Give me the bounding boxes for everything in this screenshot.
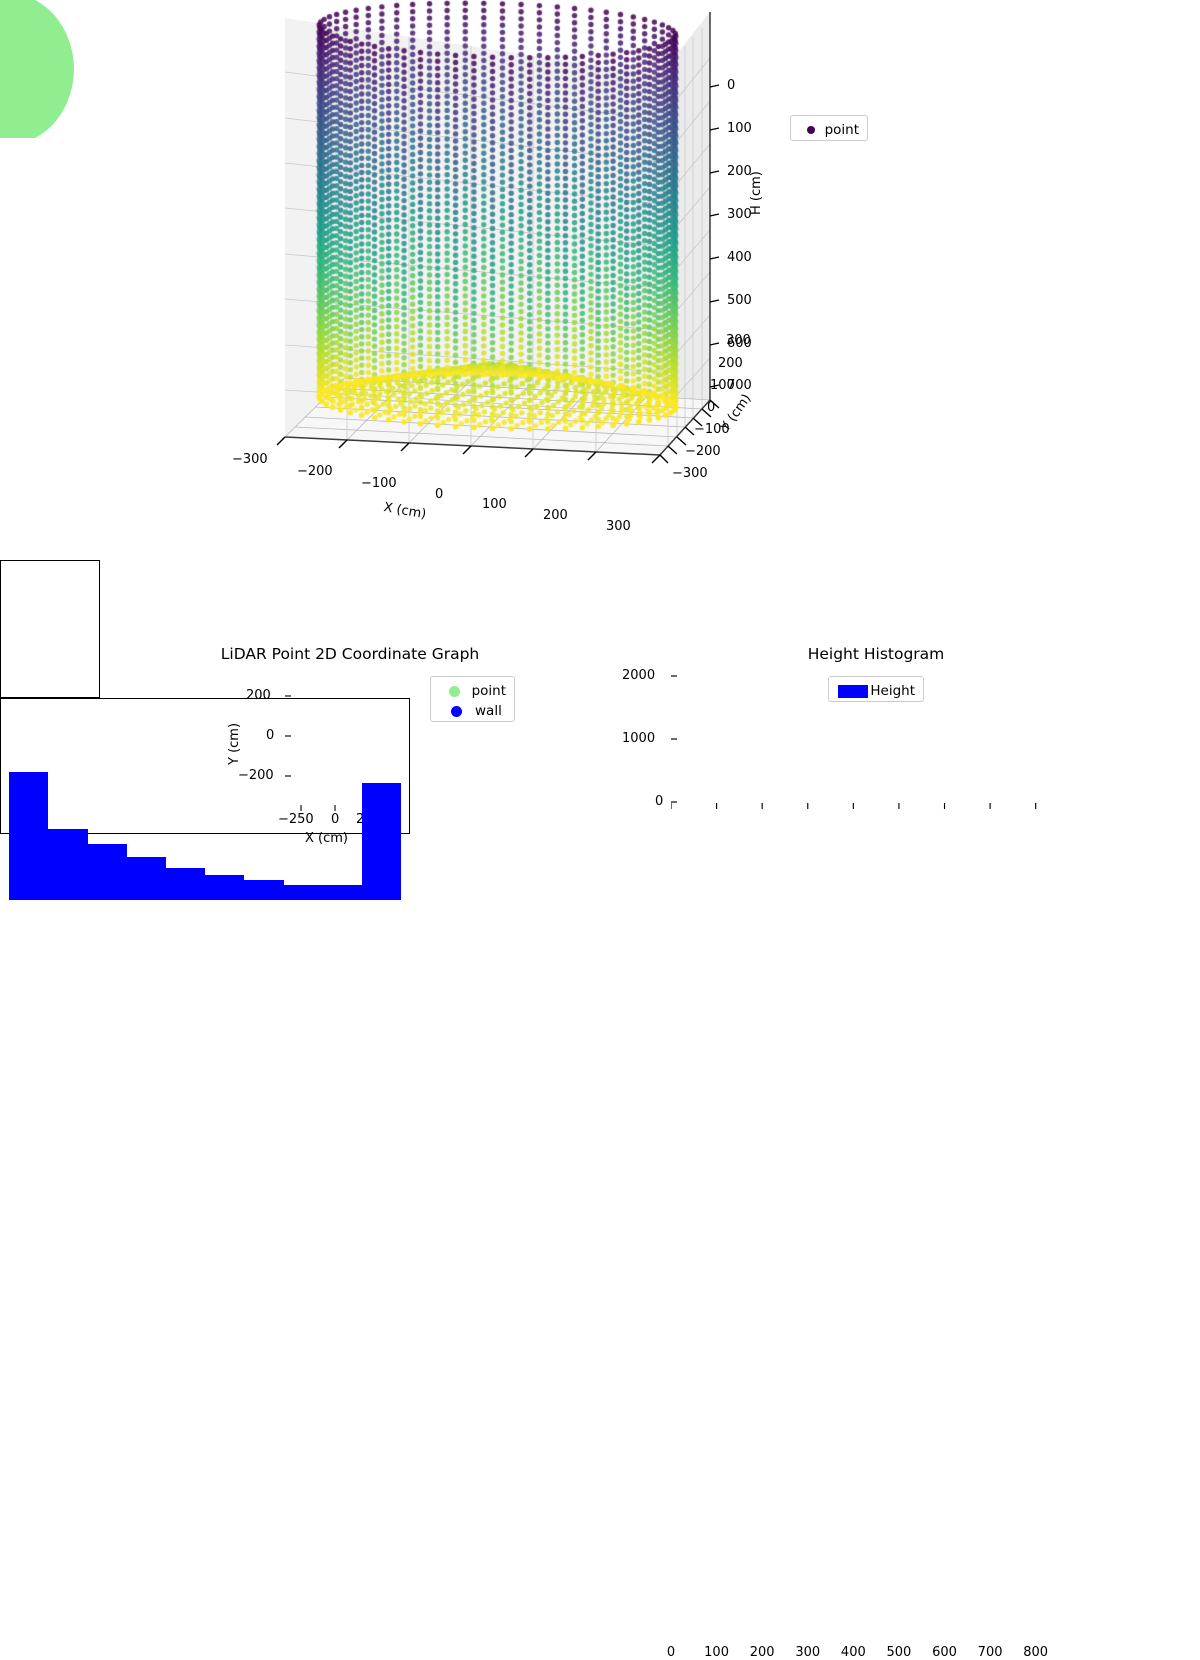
ax3d-ytick-5: 200 [718, 356, 743, 371]
ax3d-ztick-5: 500 [727, 293, 752, 308]
ax3d-ztick-2: 200 [727, 164, 752, 179]
panelhist-title: Height Histogram [807, 645, 945, 663]
lidar-3d-axes[interactable]: 0 100 200 300 400 500 600 700 H (cm) −30… [0, 0, 800, 560]
ax2d-ytick-2: −200 [238, 768, 274, 783]
legend-marker-point [439, 685, 470, 697]
axhist-ytick-marks [671, 675, 677, 803]
axhist-xtick-2: 200 [749, 1645, 775, 1660]
ax3d-xtick-1: −200 [297, 464, 333, 479]
ax2d-ytick-0: 200 [246, 688, 271, 703]
ax3d-ztick-4: 400 [727, 250, 752, 265]
ax3d-xtick-0: −300 [232, 452, 268, 467]
axhist-ytick-0: 0 [655, 794, 664, 809]
legend-row-wall[interactable]: wall [439, 701, 506, 721]
ax2d-ytick-1: 0 [266, 728, 275, 743]
ax3d-ytick-6: 300 [726, 333, 751, 348]
ax3d-xtick-5: 200 [543, 508, 568, 523]
axhist-xtick-7: 700 [977, 1645, 1003, 1660]
point-cloud-3d [0, 0, 800, 560]
ax2d-xtick-1: 0 [331, 812, 340, 827]
histogram-bar [48, 828, 88, 900]
axhist-xtick-0: 0 [666, 1645, 676, 1660]
legend-2d[interactable]: point wall [430, 676, 515, 722]
ax3d-ytick-3: 0 [707, 400, 716, 415]
legend-label-point: point [824, 122, 859, 138]
ax3d-xtick-2: −100 [361, 476, 397, 491]
axhist-xtick-3: 300 [795, 1645, 821, 1660]
ax3d-ztick-6: 600 [727, 336, 752, 351]
ax3d-xtick-6: 300 [606, 519, 631, 534]
axhist-ytick-1: 1000 [622, 731, 656, 746]
legend-patch-height [837, 684, 868, 698]
legend-row-height[interactable]: Height [837, 681, 915, 701]
ax3d-ztick-1: 100 [727, 121, 752, 136]
height-histogram-axes[interactable] [0, 698, 410, 900]
axhist-xtick-5: 500 [886, 1645, 912, 1660]
axhist-xtick-1: 100 [704, 1645, 729, 1660]
ax2d-ytick-marks [285, 695, 291, 777]
figure-canvas: LiDAR Point 3D Coordinate Graph [0, 0, 1049, 1660]
ax3d-ytick-0: −300 [672, 466, 708, 481]
legend-3d[interactable]: point [790, 115, 868, 141]
legend-label-height: Height [870, 683, 915, 699]
legend-row-point[interactable]: point [799, 120, 859, 140]
histogram-bar [361, 782, 402, 900]
legend-label-wall: wall [475, 703, 502, 719]
ax2d-xtick-0: −250 [278, 812, 314, 827]
ax3d-ztick-3: 300 [727, 207, 752, 222]
axhist-xtick-4: 400 [840, 1645, 866, 1660]
ax3d-ytick-4: 100 [710, 378, 735, 393]
ax2d-yaxis-label: Y (cm) [227, 722, 242, 765]
ax3d-xtick-3: 0 [435, 487, 444, 502]
axhist-xtick-8: 800 [1023, 1645, 1049, 1660]
axhist-ytick-2: 2000 [622, 668, 656, 683]
ax3d-ztick-7: 700 [727, 378, 752, 393]
legend-row-point[interactable]: point [439, 681, 506, 701]
ax3d-ytick-2: −100 [694, 422, 730, 437]
ax2d-xaxis-label: X (cm) [305, 831, 348, 846]
lidar-2d-axes[interactable] [0, 0, 100, 698]
axhist-xtick-6: 600 [932, 1645, 957, 1660]
ax3d-ytick-1: −200 [685, 444, 721, 459]
ax3d-zaxis-label: H (cm) [749, 171, 764, 215]
legend-hist[interactable]: Height [828, 676, 924, 702]
ax3d-ztick-0: 0 [727, 78, 736, 93]
axhist-xtick-marks [671, 803, 1037, 809]
legend-marker-wall [439, 705, 473, 717]
legend-label-point: point [471, 683, 506, 699]
ax3d-xtick-4: 100 [482, 497, 507, 512]
histogram-bar [9, 771, 49, 900]
legend-marker-point [799, 126, 823, 134]
panel2d-title: LiDAR Point 2D Coordinate Graph [220, 645, 480, 663]
